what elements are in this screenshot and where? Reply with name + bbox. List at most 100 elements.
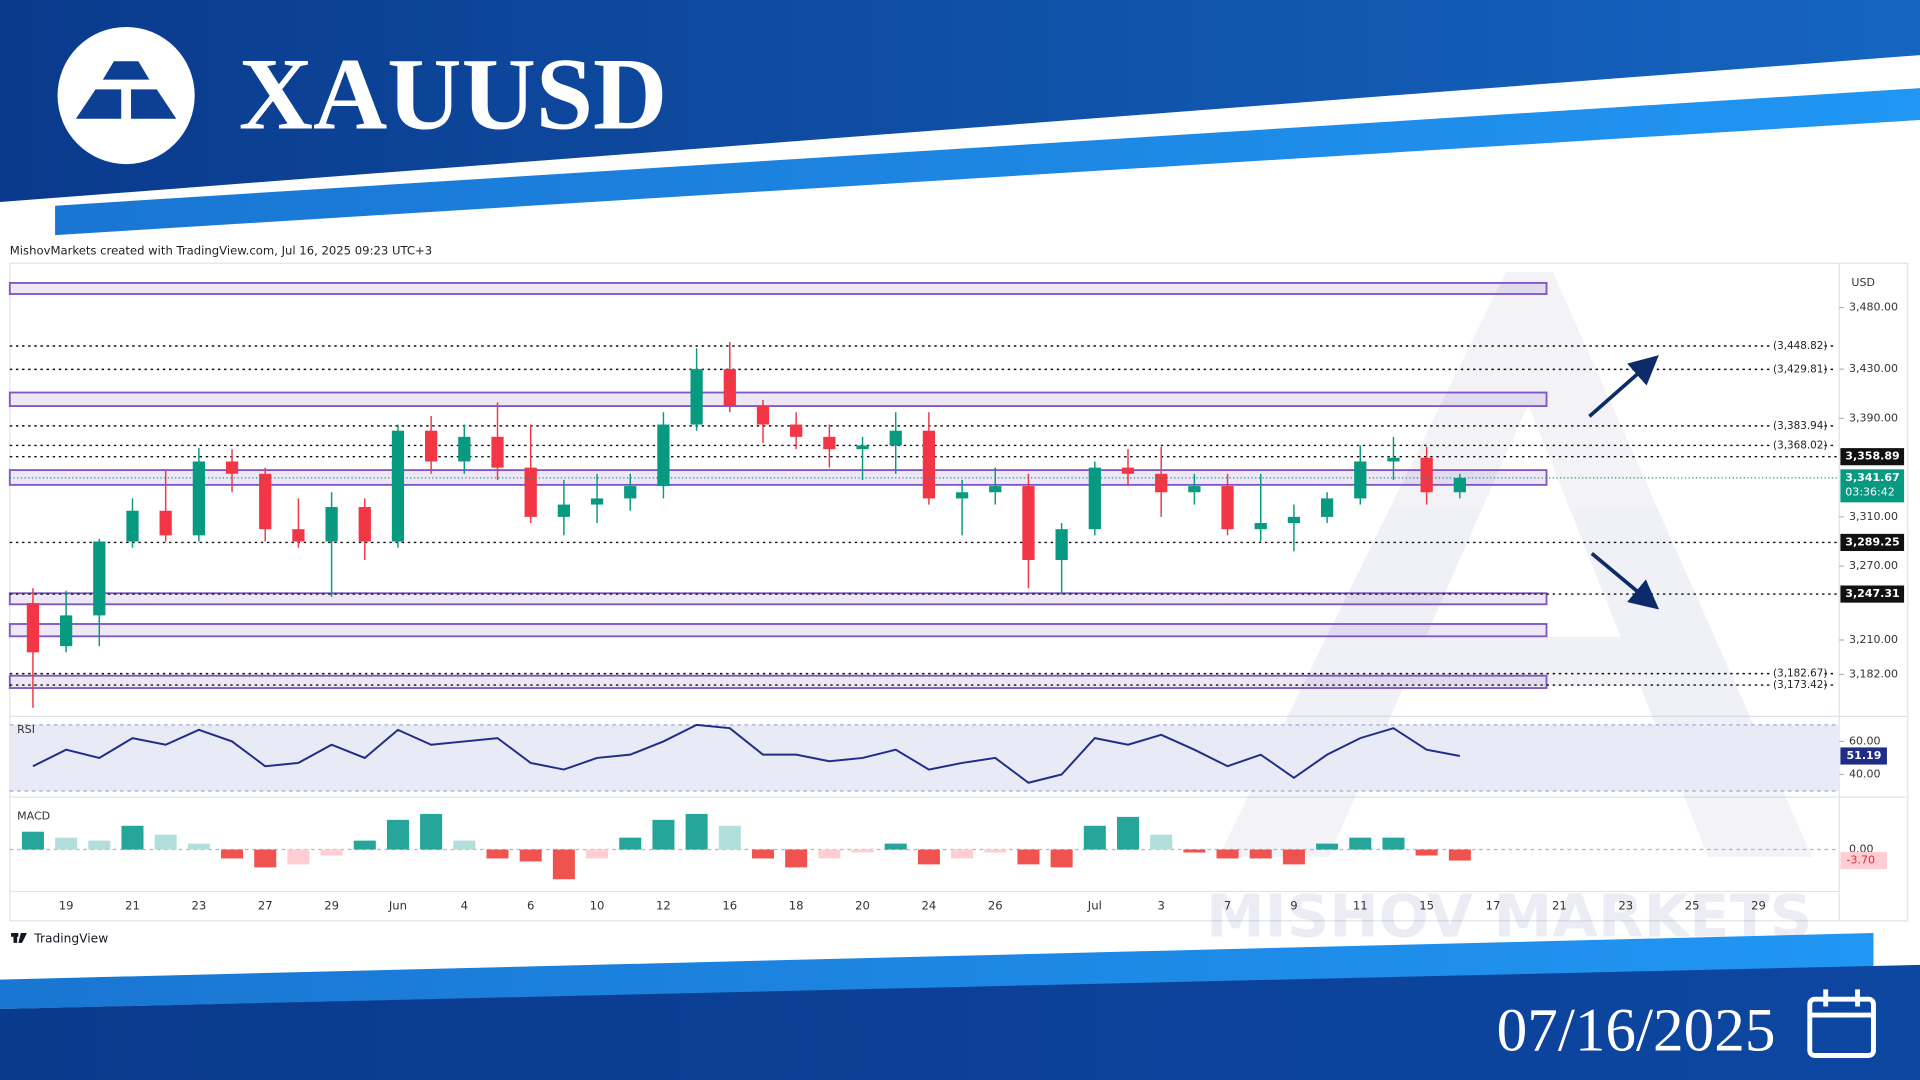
candle-body — [325, 507, 338, 542]
macd-bar — [884, 843, 907, 850]
macd-bar — [1316, 843, 1339, 850]
candle-body — [292, 529, 305, 542]
candle-body — [1254, 523, 1267, 530]
level-label: (3,368.02) — [1773, 439, 1827, 451]
macd-bar — [1017, 849, 1040, 865]
level-label: (3,383.94) — [1773, 420, 1827, 432]
y-tick-label: 3,480.00 — [1849, 301, 1898, 314]
rsi-value-label: 51.19 — [1847, 749, 1882, 762]
x-tick-label: 17 — [1486, 899, 1501, 913]
macd-bar — [851, 849, 874, 853]
candle-body — [823, 436, 836, 450]
candle-body — [60, 615, 73, 647]
candle-body — [624, 486, 637, 499]
candle-body — [425, 430, 438, 462]
y-tick-label: 3,210.00 — [1849, 633, 1898, 646]
macd-bar — [1349, 837, 1372, 850]
macd-bar — [785, 849, 808, 868]
macd-bar — [1150, 834, 1173, 850]
x-tick-label: 26 — [988, 899, 1003, 913]
macd-bar — [619, 837, 642, 850]
x-tick-label: 21 — [1552, 899, 1567, 913]
candle-body — [1354, 461, 1367, 499]
macd-bar — [718, 825, 741, 850]
macd-bar — [1282, 849, 1305, 865]
header-stripe — [55, 88, 1920, 236]
y-tick-label: 60.00 — [1849, 734, 1881, 747]
y-tick-label: 3,390.00 — [1849, 411, 1898, 424]
macd-bar — [1448, 849, 1471, 861]
date: 07/16/2025 — [1497, 997, 1776, 1065]
x-tick-label: 16 — [722, 899, 737, 913]
zone — [8, 282, 1548, 295]
x-tick-label: 23 — [1618, 899, 1633, 913]
candle-body — [458, 436, 471, 462]
candle-body — [756, 406, 770, 425]
y-tick-label: 3,270.00 — [1849, 559, 1898, 572]
candle-body — [1387, 457, 1400, 462]
level-label: 3,247.31 — [1845, 587, 1899, 600]
macd-value-label: -3.70 — [1847, 854, 1876, 867]
x-tick-label: 20 — [855, 899, 870, 913]
candle-body — [922, 430, 936, 499]
level-label: (3,429.81) — [1773, 363, 1827, 375]
y-tick-label: 40.00 — [1849, 767, 1881, 780]
macd-bar — [55, 837, 78, 850]
x-tick-label: 27 — [258, 899, 273, 913]
macd-bar — [1050, 849, 1073, 868]
x-tick-label: 3 — [1157, 899, 1164, 913]
candle-body — [225, 461, 239, 474]
x-tick-label: 4 — [461, 899, 468, 913]
zone — [8, 592, 1548, 606]
rsi-band — [9, 724, 1840, 792]
y-tick-label: 3,182.00 — [1849, 667, 1898, 680]
x-tick-label: 10 — [590, 899, 605, 913]
title: XAUUSD — [239, 38, 668, 152]
pane-label: MACD — [17, 810, 50, 823]
x-tick-label: 29 — [324, 899, 339, 913]
header-band — [0, 0, 1920, 203]
macd-bar — [818, 849, 841, 859]
candle-body — [159, 510, 172, 536]
x-tick-label: 29 — [1751, 899, 1766, 913]
level-label: 3,289.25 — [1845, 535, 1899, 548]
macd-bar — [984, 849, 1007, 853]
candle-body — [1155, 473, 1168, 493]
candle-body — [192, 461, 205, 536]
logo-mark — [75, 61, 177, 119]
macd-bar — [1216, 849, 1239, 859]
candle-body — [93, 541, 106, 616]
zone — [8, 391, 1548, 407]
macd-bar — [353, 840, 376, 850]
x-tick-label: 25 — [1685, 899, 1700, 913]
macd-bar — [254, 849, 277, 868]
calendar-icon — [1807, 989, 1876, 1058]
level-label: 3,358.89 — [1845, 450, 1899, 463]
candle-body — [259, 473, 272, 530]
macd-bar — [154, 834, 177, 850]
up-arrow — [1588, 355, 1659, 418]
macd-bar — [21, 831, 44, 850]
candle-body — [491, 436, 504, 468]
x-tick-label: 19 — [59, 899, 74, 913]
x-tick-label: 11 — [1353, 899, 1368, 913]
macd-bar — [420, 813, 443, 850]
x-tick-label: 24 — [921, 899, 936, 913]
last-price-label: 3,341.67 — [1845, 471, 1899, 484]
macd-bar — [751, 849, 774, 859]
rsi-tag — [1840, 747, 1887, 765]
x-tick-label: 23 — [191, 899, 206, 913]
down-arrow — [1590, 552, 1660, 610]
macd-bar — [586, 849, 609, 859]
candle-body — [126, 510, 139, 542]
candle-body — [358, 507, 371, 542]
macd-bar — [519, 849, 542, 862]
zone — [8, 674, 1548, 689]
plot: USD 3,480.00 3,430.00 3,390.00 3,310.00 3,270… — [8, 276, 1905, 913]
candle-body — [989, 486, 1002, 493]
x-tick-label: Jul — [1087, 899, 1102, 913]
x-tick-label: 6 — [527, 899, 534, 913]
candle-body — [1453, 477, 1466, 493]
